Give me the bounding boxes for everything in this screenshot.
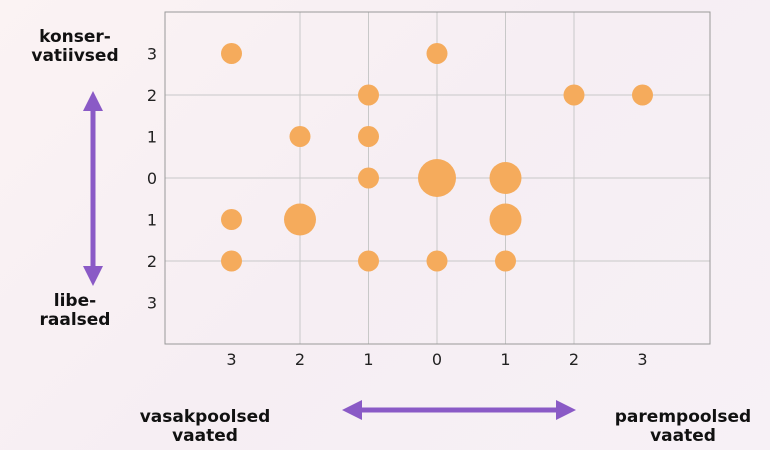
data-point	[418, 159, 456, 197]
data-point	[358, 126, 379, 147]
data-points	[221, 43, 653, 272]
data-point	[495, 250, 516, 272]
plot-frame	[164, 11, 711, 345]
data-point	[489, 203, 522, 236]
label-right-views: parempoolsed vaated	[614, 407, 752, 446]
x-tick-label: 1	[500, 350, 510, 369]
label-liberal: libe- raalsed	[39, 291, 111, 330]
x-tick-label: 1	[363, 350, 373, 369]
data-point	[358, 250, 379, 272]
x-tick-label: 0	[432, 350, 442, 369]
data-point	[632, 84, 653, 106]
data-point	[426, 250, 448, 272]
data-point	[284, 203, 316, 236]
data-point	[221, 250, 242, 272]
data-point	[563, 84, 585, 106]
x-tick-label: 3	[637, 350, 647, 369]
label-conservative: konser- vatiivsed	[31, 27, 119, 66]
label-left-views: vasakpoolsed vaated	[139, 407, 271, 446]
x-tick-label: 3	[226, 350, 236, 369]
data-point	[289, 126, 311, 147]
data-point	[358, 84, 379, 106]
x-tick-labels: 3 2 1 0 1 2 3	[226, 350, 647, 369]
data-point	[426, 43, 448, 64]
y-tick-label: 3	[147, 45, 157, 64]
data-point	[221, 209, 242, 230]
y-tick-label: 1	[147, 211, 157, 230]
y-tick-label: 2	[147, 86, 157, 105]
data-point	[489, 162, 522, 194]
x-tick-label: 2	[569, 350, 579, 369]
y-tick-label: 1	[147, 128, 157, 147]
y-tick-label: 2	[147, 252, 157, 271]
y-tick-label: 3	[147, 294, 157, 313]
data-point	[221, 43, 242, 64]
data-point	[358, 167, 379, 189]
y-tick-labels: 3 2 1 0 1 2 3	[147, 45, 157, 313]
y-tick-label: 0	[147, 169, 157, 188]
x-tick-label: 2	[295, 350, 305, 369]
